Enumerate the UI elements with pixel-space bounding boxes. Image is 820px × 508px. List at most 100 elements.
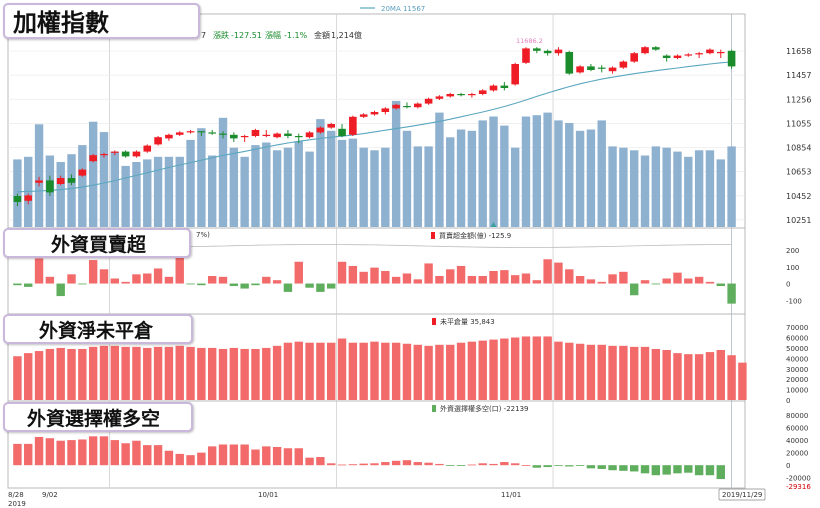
volume-bar (608, 146, 617, 227)
volume-bar (283, 147, 293, 227)
candle-body (522, 48, 530, 63)
options-bar (640, 465, 650, 474)
ma20-line (17, 61, 732, 193)
options-bar (608, 465, 617, 471)
volume-bar (34, 124, 44, 227)
buysell-bar (446, 269, 455, 284)
options-bar (240, 444, 249, 466)
options-bar (435, 463, 444, 466)
volume-bar (294, 141, 303, 227)
volume-bar (251, 145, 260, 227)
candle-body (89, 155, 97, 162)
candle-body (446, 94, 455, 97)
volume-bar (110, 151, 119, 227)
net-oi-bar (262, 347, 271, 400)
candle-body (489, 85, 498, 91)
volume-bar (500, 125, 509, 227)
volume-bar (575, 130, 585, 227)
buysell-bar (575, 276, 585, 284)
buysell-bar (99, 269, 109, 284)
buysell-bar (132, 274, 141, 284)
buysell-bar (694, 276, 704, 284)
options-bar (586, 465, 596, 469)
buysell-bar (251, 283, 260, 286)
net-oi-bar (727, 355, 736, 400)
legend-buysell: 買賣超金額(億) -125.9 (439, 231, 511, 240)
volume-bar (489, 116, 498, 227)
options-bar (153, 445, 163, 466)
buysell-bar (370, 267, 379, 284)
buysell-bar (705, 281, 715, 284)
buysell-bar (262, 276, 271, 284)
net-oi-bar (738, 362, 747, 400)
buysell-bar (597, 281, 606, 284)
options-bar (316, 457, 325, 466)
options-bar (651, 465, 661, 476)
candle-body (284, 133, 292, 136)
buysell-bar (716, 283, 725, 287)
candle-body (251, 130, 260, 136)
net-oi-bar (316, 342, 325, 400)
net-oi-bar (337, 338, 347, 400)
volume-bar (370, 150, 379, 227)
options-bar (24, 443, 33, 466)
net-oi-bar (716, 350, 725, 400)
net-oi-bar (56, 347, 65, 400)
candle-body (186, 131, 195, 133)
net-oi-bar (597, 344, 606, 400)
candle-body (262, 134, 271, 136)
buysell-bar (727, 283, 736, 304)
y-tick-label: 0 (786, 462, 790, 470)
candle-body (652, 47, 660, 50)
candle-body (132, 151, 141, 157)
header-digit: 7 (201, 31, 206, 40)
net-oi-bar (684, 354, 693, 400)
volume-bar (402, 130, 412, 227)
buysell-bar (608, 274, 617, 284)
buysell-bar (381, 270, 390, 284)
options-bar (532, 465, 542, 468)
candle-body (208, 132, 216, 134)
x-tick-label: 11/01 (501, 491, 521, 499)
volume-bar (56, 162, 65, 227)
net-oi-bar (229, 347, 239, 400)
y-tick-label: 10251 (786, 216, 811, 225)
candle-body (587, 66, 595, 70)
candle-body (478, 90, 487, 94)
candle-body (695, 53, 703, 55)
volume-bar (164, 156, 174, 227)
net-oi-bar (532, 336, 542, 400)
options-bar (175, 453, 184, 466)
net-oi-bar (164, 346, 174, 400)
options-bar (99, 436, 109, 466)
legend-options: 外資選擇權多空(口) -22139 (440, 404, 528, 413)
options-bar (34, 436, 44, 466)
candle-body (619, 61, 628, 68)
legend-fragment: 7%) (196, 231, 210, 239)
options-bar (554, 465, 563, 466)
volume-bar (456, 129, 466, 227)
net-oi-bar (24, 353, 33, 400)
buysell-bar (673, 272, 682, 284)
candle-body (511, 64, 519, 85)
y-tick-label: 40000 (786, 355, 808, 363)
y-tick-label: 10854 (786, 144, 811, 153)
options-bar (391, 460, 401, 466)
options-bar (359, 463, 368, 466)
y-tick-label: 60000 (786, 335, 808, 343)
buysell-bar (240, 283, 249, 289)
net-oi-bar (110, 345, 119, 400)
candle-body (576, 66, 584, 73)
buysell-bar (456, 265, 466, 284)
pct-value: -1.1% (284, 31, 308, 40)
volume-bar (727, 146, 736, 227)
volume-bar (197, 128, 206, 227)
buysell-bar (413, 279, 422, 284)
candle-body (597, 67, 606, 69)
buysell-bar (34, 258, 44, 284)
net-oi-bar (651, 348, 661, 400)
buysell-bar (197, 283, 206, 286)
candle-body (24, 195, 33, 201)
options-bar (630, 465, 639, 472)
candle-body (197, 131, 206, 133)
